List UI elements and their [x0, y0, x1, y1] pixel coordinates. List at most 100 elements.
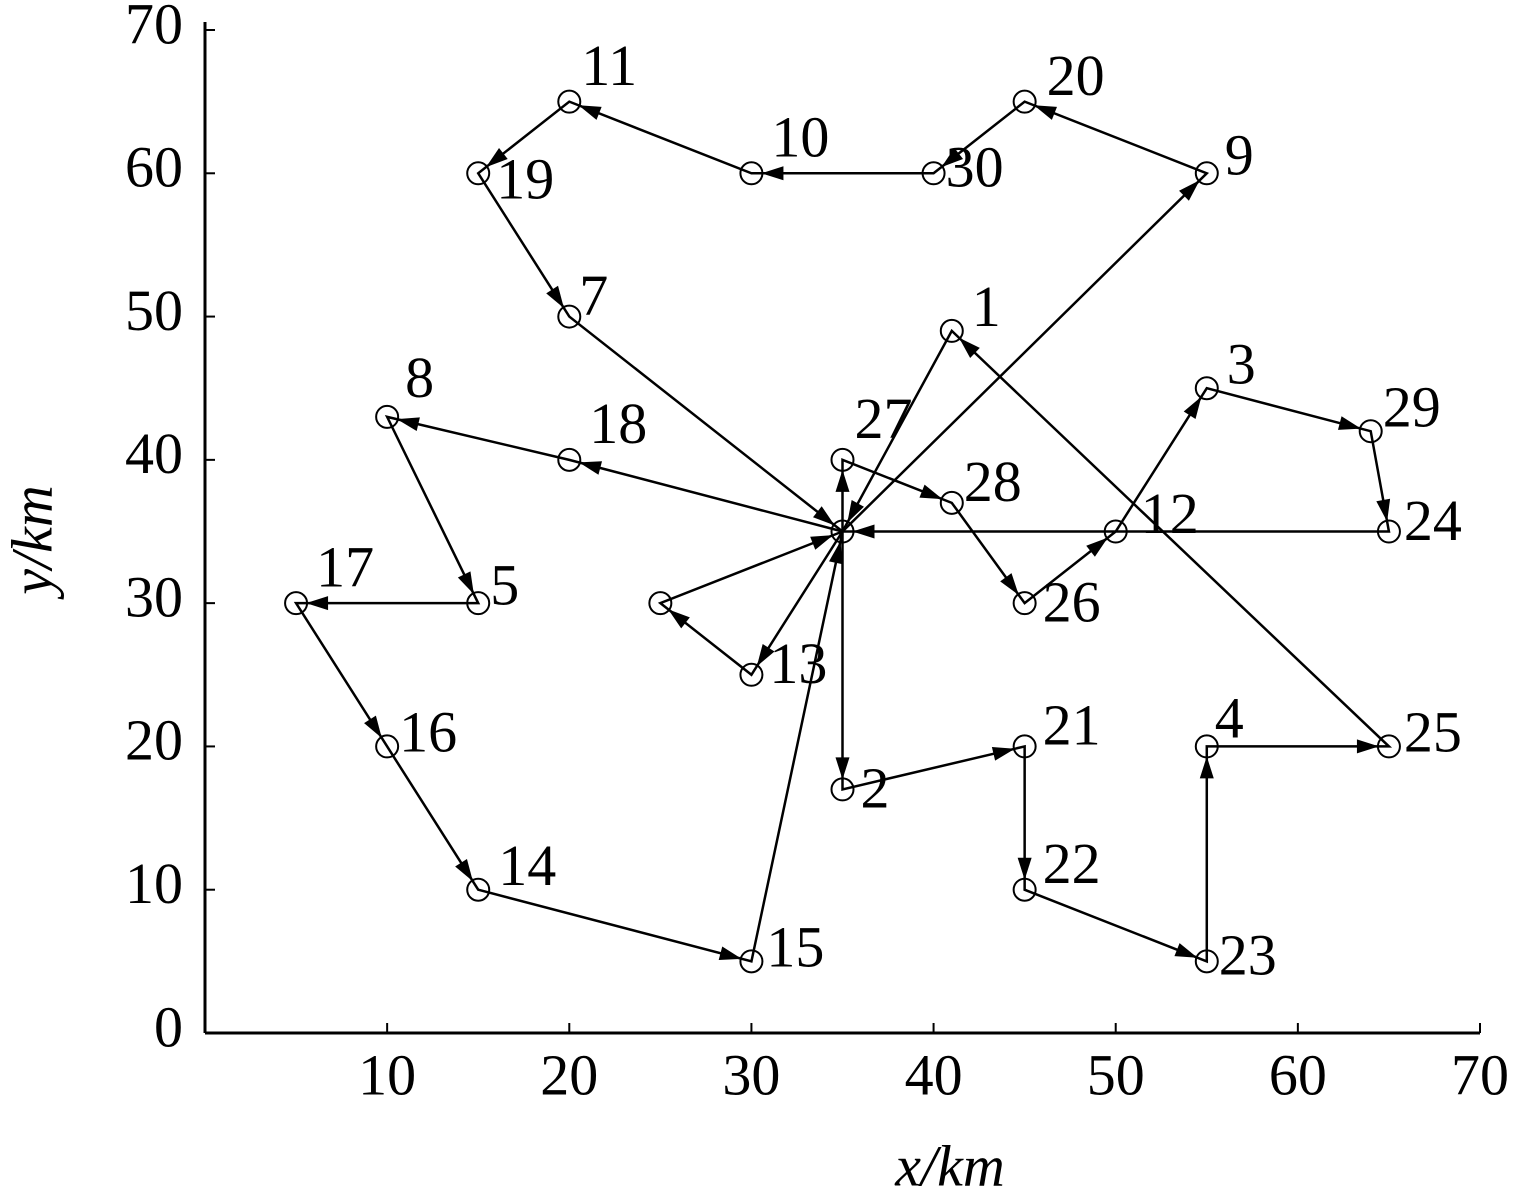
- node: [466, 591, 491, 616]
- node-label: 19: [496, 147, 554, 212]
- node: [557, 89, 582, 114]
- arrow-head: [455, 858, 473, 882]
- arrow-head: [1033, 105, 1057, 120]
- arrow-head: [1017, 857, 1032, 880]
- arrow-head: [578, 461, 603, 475]
- route: [293, 415, 844, 963]
- node-label: 18: [589, 391, 647, 456]
- node-label: 22: [1043, 831, 1101, 896]
- y-tick-label: 50: [125, 278, 183, 343]
- node-label: 29: [1383, 375, 1441, 440]
- node-label: 28: [964, 449, 1022, 514]
- node-label: 12: [1141, 481, 1199, 546]
- node: [1012, 89, 1037, 114]
- node: [830, 519, 855, 544]
- node: [1194, 376, 1219, 401]
- y-tick-label: 20: [125, 708, 183, 773]
- node: [1103, 519, 1128, 544]
- node-label: 14: [498, 833, 556, 898]
- arrow-head: [457, 571, 474, 595]
- arrow-head: [1356, 739, 1379, 754]
- arrow-head: [829, 541, 843, 565]
- node: [939, 318, 964, 343]
- node-label: 15: [766, 915, 824, 980]
- node-label: 16: [399, 700, 457, 765]
- arrow-head: [1183, 396, 1202, 419]
- node-label: 7: [579, 263, 608, 328]
- x-tick-label: 60: [1269, 1042, 1327, 1107]
- arrow-head: [919, 484, 943, 500]
- node: [1012, 877, 1037, 902]
- node: [466, 161, 491, 186]
- arrow-head: [813, 506, 835, 526]
- x-axis-label: x/km: [894, 1133, 1005, 1198]
- arrow-head: [1199, 756, 1214, 779]
- node: [1194, 161, 1219, 186]
- arrow-head: [835, 757, 850, 780]
- arrow-head: [941, 147, 964, 168]
- y-tick-label: 70: [125, 0, 183, 56]
- arrow-head: [1337, 416, 1362, 430]
- node: [1358, 419, 1383, 444]
- node-label: 8: [405, 345, 434, 410]
- arrow-head: [546, 285, 564, 309]
- arrow-head: [718, 946, 742, 961]
- node-label: 27: [855, 386, 913, 451]
- arrow-head: [668, 609, 690, 629]
- node: [466, 877, 491, 902]
- node: [939, 490, 964, 515]
- node-label: 24: [1404, 488, 1462, 553]
- arrow-head: [1376, 498, 1391, 522]
- y-tick-label: 60: [125, 135, 183, 200]
- arrow-head: [1179, 180, 1200, 201]
- node-label: 1: [972, 274, 1001, 339]
- arrow-head: [847, 500, 864, 523]
- node-label: 2: [861, 756, 890, 821]
- node: [375, 404, 400, 429]
- arrow-head: [810, 535, 834, 550]
- arrow-head: [306, 596, 329, 611]
- arrow-head: [578, 105, 602, 120]
- node-label: 10: [771, 105, 829, 170]
- node-label: 11: [581, 33, 637, 98]
- node: [284, 591, 309, 616]
- node: [739, 949, 764, 974]
- node-label: 20: [1047, 43, 1105, 108]
- x-tick-label: 20: [540, 1042, 598, 1107]
- node-label: 3: [1227, 332, 1256, 397]
- node: [375, 734, 400, 759]
- arrow-head: [396, 417, 420, 432]
- node-label: 17: [316, 534, 374, 599]
- arrow-head: [959, 337, 980, 359]
- node: [830, 447, 855, 472]
- node: [921, 161, 946, 186]
- arrow-head: [761, 166, 784, 181]
- route: [657, 530, 844, 677]
- x-tick-label: 10: [358, 1042, 416, 1107]
- node-label: 26: [1043, 569, 1101, 634]
- node-label: 13: [769, 631, 827, 696]
- node-label: 25: [1404, 700, 1462, 765]
- node: [1194, 734, 1219, 759]
- arrow-head: [1086, 537, 1108, 557]
- arrow-head: [364, 715, 382, 738]
- arrow-head: [991, 746, 1015, 761]
- y-tick-label: 30: [125, 564, 183, 629]
- y-tick-label: 0: [154, 994, 183, 1059]
- route: [841, 328, 1393, 964]
- node: [1376, 519, 1401, 544]
- arrow-head: [756, 644, 775, 667]
- arrow-head: [486, 147, 508, 168]
- node: [1012, 591, 1037, 616]
- arrow-head: [852, 524, 875, 539]
- arrow-head: [1174, 943, 1198, 958]
- y-tick-label: 10: [125, 851, 183, 916]
- node-label: 30: [946, 135, 1004, 200]
- node: [739, 662, 764, 687]
- node: [648, 591, 673, 616]
- node-label: 4: [1215, 686, 1244, 751]
- node: [739, 161, 764, 186]
- node: [557, 447, 582, 472]
